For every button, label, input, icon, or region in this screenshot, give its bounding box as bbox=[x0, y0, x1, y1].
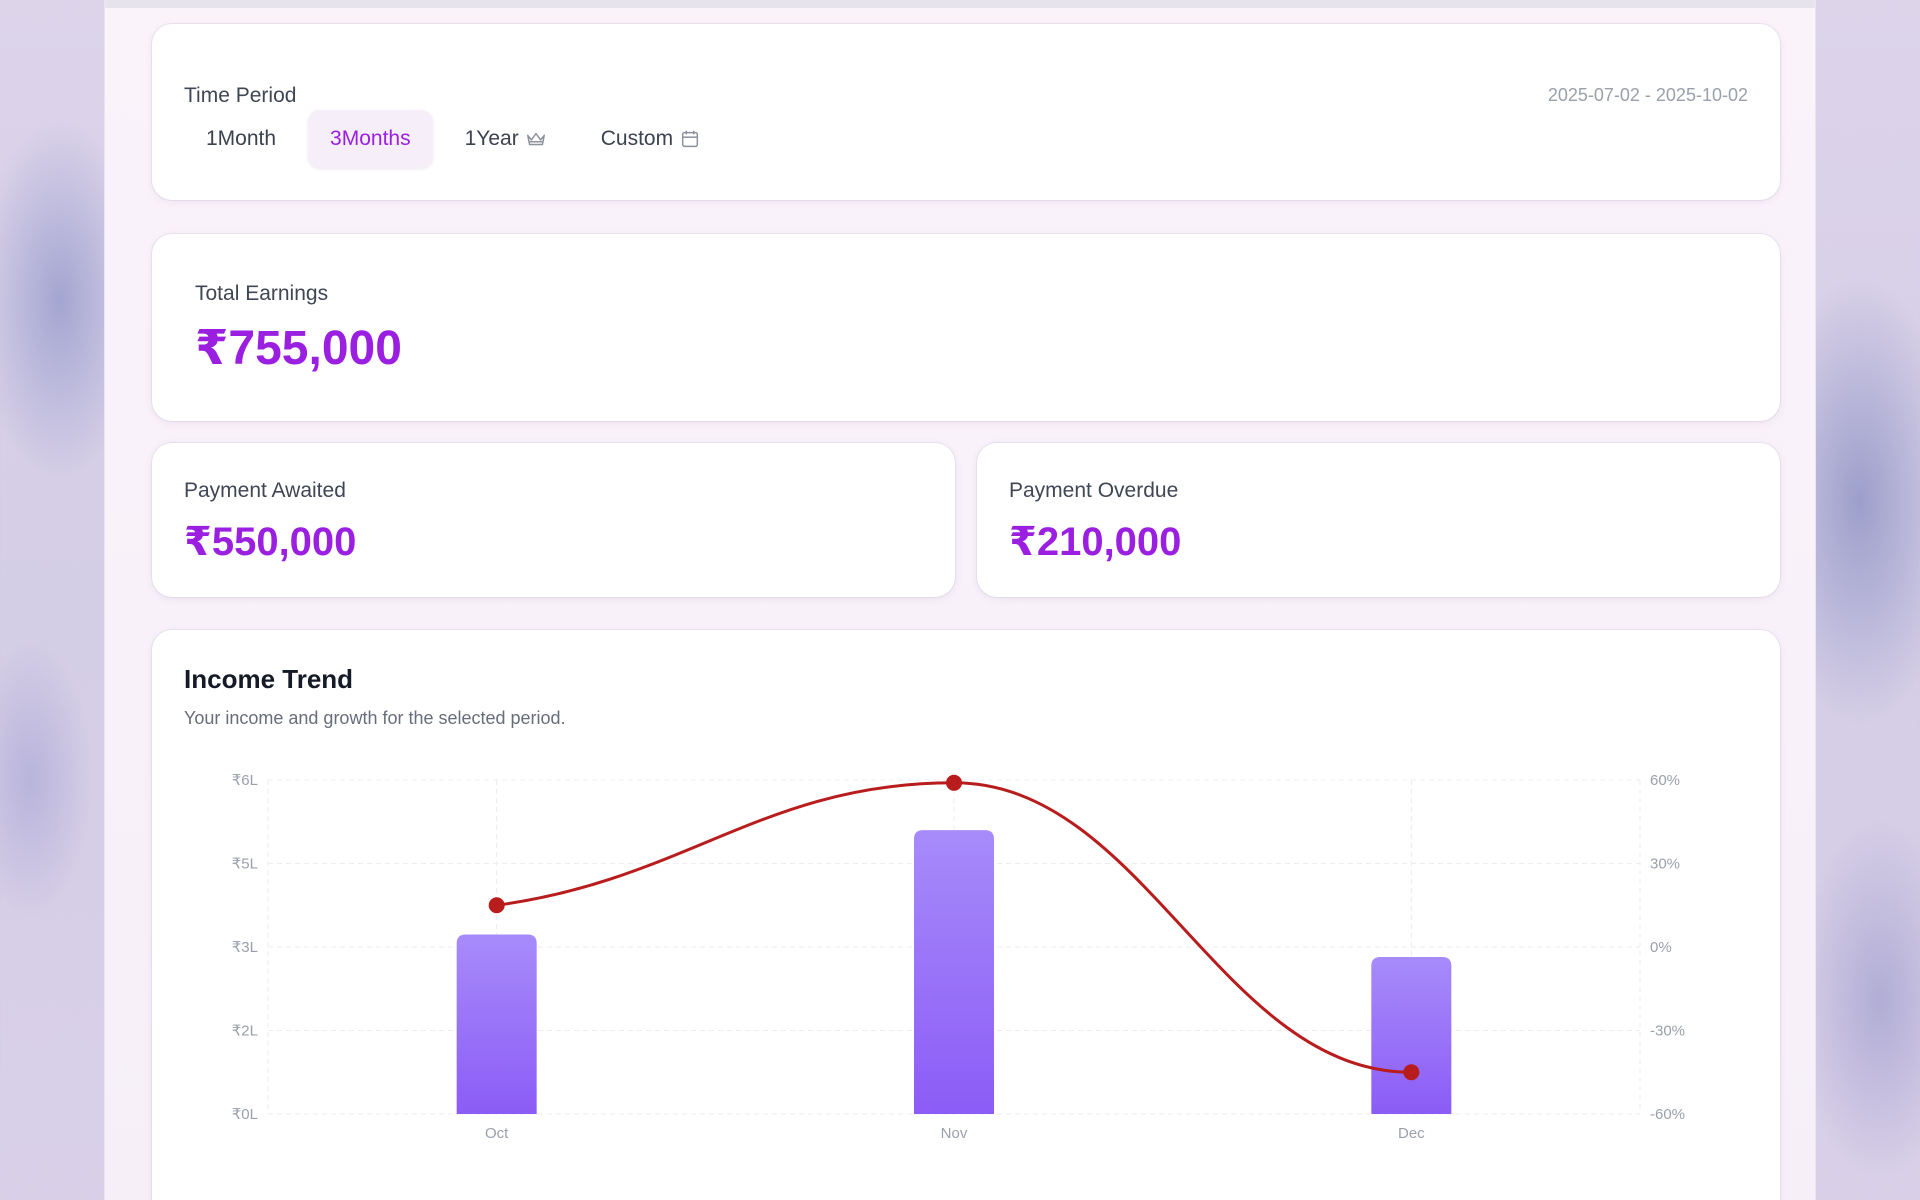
payment-overdue-label: Payment Overdue bbox=[1009, 479, 1179, 502]
x-tick-label: Nov bbox=[941, 1125, 968, 1142]
x-tick-label: Oct bbox=[485, 1125, 509, 1142]
income-trend-subtitle: Your income and growth for the selected … bbox=[184, 708, 566, 728]
payment-overdue-value: ₹210,000 bbox=[1009, 520, 1182, 564]
tab-label: Custom bbox=[600, 127, 674, 150]
income-trend-card: Income Trend Your income and growth for … bbox=[152, 630, 1780, 1200]
date-range: 2025-07-02 - 2025-10-02 bbox=[1547, 85, 1748, 105]
y-right-tick-label: 0% bbox=[1650, 939, 1672, 956]
payment-awaited-value: ₹550,000 bbox=[184, 520, 357, 564]
y-right-tick-label: -30% bbox=[1650, 1023, 1685, 1040]
y-left-tick-label: ₹3L bbox=[232, 939, 258, 956]
y-right-tick-label: -60% bbox=[1650, 1106, 1685, 1123]
growth-point bbox=[946, 774, 962, 791]
total-earnings-value: ₹755,000 bbox=[195, 322, 402, 375]
y-left-tick-label: ₹0L bbox=[232, 1106, 258, 1123]
x-tick-label: Dec bbox=[1398, 1125, 1425, 1142]
time-period-title: Time Period bbox=[184, 84, 297, 107]
tab-label: 1Year bbox=[464, 127, 519, 150]
growth-line bbox=[496, 781, 1412, 1074]
growth-point bbox=[488, 897, 505, 914]
growth-point bbox=[1403, 1064, 1420, 1081]
y-left-tick-label: ₹2L bbox=[232, 1023, 258, 1040]
y-right-tick-label: 60% bbox=[1650, 772, 1680, 789]
y-left-tick-label: ₹5L bbox=[232, 856, 258, 873]
top-bar bbox=[105, 0, 1815, 8]
payment-awaited-card: Payment Awaited ₹550,000 bbox=[152, 443, 955, 597]
y-left-tick-label: ₹6L bbox=[232, 772, 258, 789]
time-period-card: Time Period 2025-07-02 - 2025-10-02 1Mon… bbox=[152, 24, 1780, 200]
payment-overdue-card: Payment Overdue ₹210,000 bbox=[977, 443, 1780, 597]
income-trend-title: Income Trend bbox=[184, 664, 354, 694]
tab-label: 3Months bbox=[330, 127, 411, 150]
crown-icon bbox=[526, 132, 545, 146]
payment-awaited-label: Payment Awaited bbox=[184, 479, 346, 502]
tab-1month[interactable]: 1Month bbox=[184, 110, 298, 168]
tab-1year[interactable]: 1Year bbox=[443, 110, 569, 168]
tab-3months[interactable]: 3Months bbox=[308, 110, 433, 168]
y-right-tick-label: 30% bbox=[1650, 856, 1680, 873]
income-bar bbox=[1371, 957, 1452, 1114]
tab-custom[interactable]: Custom bbox=[579, 110, 723, 168]
income-bar bbox=[456, 934, 537, 1114]
total-earnings-label: Total Earnings bbox=[195, 282, 329, 305]
total-earnings-card: Total Earnings ₹755,000 bbox=[152, 234, 1780, 421]
tab-label: 1Month bbox=[206, 127, 277, 150]
page-container: Time Period 2025-07-02 - 2025-10-02 1Mon… bbox=[104, 0, 1816, 1200]
income-bar bbox=[914, 830, 994, 1114]
income-trend-chart: ₹0L -60% ₹2L -30% ₹3L 0% ₹5L 30% ₹6L 60% Oct Nov Dec bbox=[232, 772, 1685, 1142]
period-tabs: 1Month 3Months 1Year Custom bbox=[184, 110, 723, 168]
calendar-icon bbox=[682, 130, 699, 148]
